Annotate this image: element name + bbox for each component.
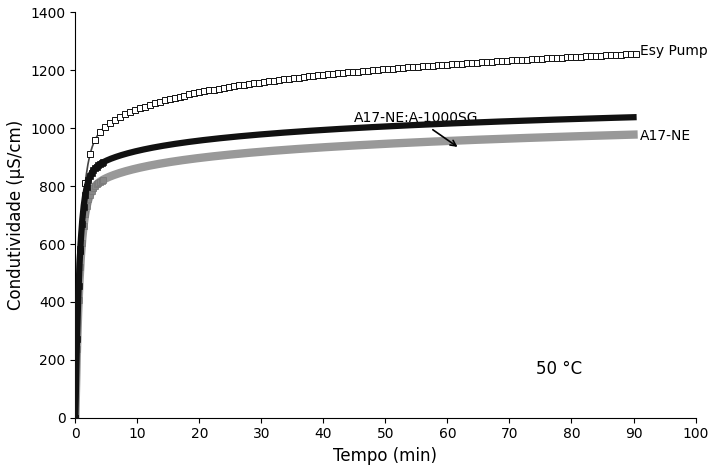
Y-axis label: Condutividade (μS/cm): Condutividade (μS/cm) <box>7 120 25 310</box>
Text: A17-NE:A-1000SG: A17-NE:A-1000SG <box>354 111 479 146</box>
Text: A17-NE: A17-NE <box>639 129 690 143</box>
Text: Esy Pump: Esy Pump <box>639 44 708 58</box>
X-axis label: Tempo (min): Tempo (min) <box>333 447 438 465</box>
Text: 50 °C: 50 °C <box>536 360 582 378</box>
